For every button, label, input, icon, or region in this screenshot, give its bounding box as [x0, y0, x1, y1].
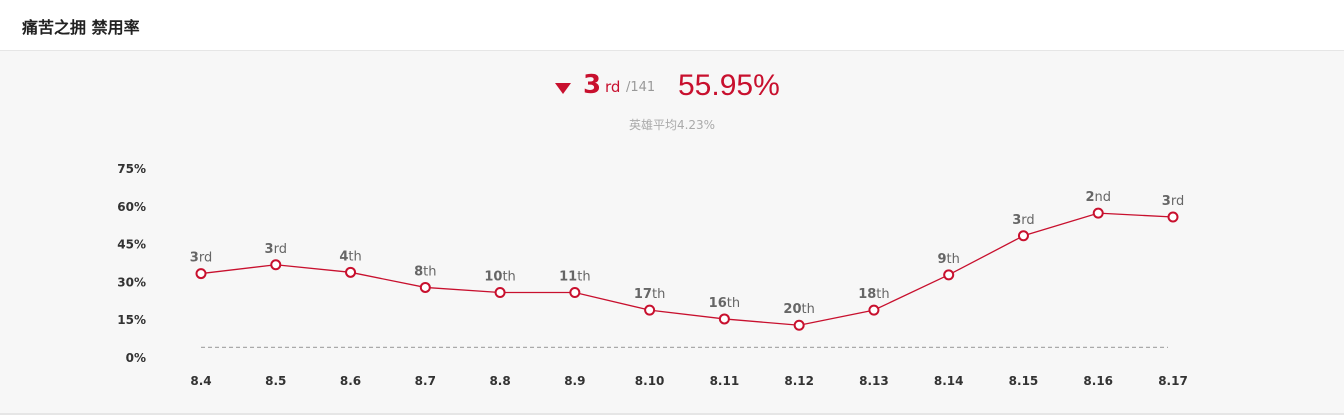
- rank-data-label: 3rd: [190, 251, 212, 266]
- data-point: [1017, 230, 1029, 242]
- rank-data-label: 16th: [709, 296, 740, 311]
- x-tick-label: 8.16: [1083, 374, 1113, 388]
- data-point: [419, 281, 431, 293]
- rank-data-label: 2nd: [1085, 190, 1111, 205]
- x-tick-label: 8.17: [1158, 374, 1188, 388]
- rank-data-label: 9th: [937, 252, 959, 267]
- rank-data-label: 8th: [414, 264, 436, 279]
- x-tick-label: 8.10: [635, 374, 665, 388]
- rank-data-label: 18th: [858, 287, 889, 302]
- y-tick-label: 60%: [117, 200, 146, 214]
- x-tick-label: 8.5: [265, 374, 286, 388]
- rank-data-label: 10th: [484, 269, 515, 284]
- x-tick-label: 8.14: [934, 374, 964, 388]
- data-point: [569, 286, 581, 298]
- rank-number: 3: [583, 70, 602, 100]
- x-tick-label: 8.13: [859, 374, 889, 388]
- data-point: [793, 319, 805, 331]
- down-triangle-icon: [555, 83, 571, 94]
- data-point: [868, 304, 880, 316]
- rank-suffix: rd: [605, 78, 621, 96]
- rank-data-label: 4th: [339, 249, 361, 264]
- x-tick-label: 8.4: [190, 374, 211, 388]
- y-tick-label: 0%: [126, 351, 146, 365]
- y-tick-label: 15%: [117, 313, 146, 327]
- data-point: [195, 268, 207, 280]
- series-line: [200, 212, 1174, 326]
- header-bar: 痛苦之拥 禁用率: [0, 0, 1344, 51]
- data-point: [1092, 207, 1104, 219]
- x-tick-label: 8.9: [564, 374, 585, 388]
- data-point: [1167, 211, 1179, 223]
- ban-rate-value: 55.95%: [678, 69, 780, 102]
- data-point: [270, 259, 282, 271]
- rank-data-label: 3rd: [1162, 194, 1184, 209]
- data-point: [718, 313, 730, 325]
- x-tick-label: 8.11: [710, 374, 740, 388]
- rank-data-label: 11th: [559, 269, 590, 284]
- data-point: [644, 304, 656, 316]
- rank-data-label: 3rd: [1012, 213, 1034, 228]
- data-point: [494, 286, 506, 298]
- y-tick-label: 75%: [117, 162, 146, 176]
- data-point: [345, 266, 357, 278]
- ban-rate-line-chart: 0% 15% 30% 45% 60% 75% 8.4 8.5 8.6 8.7 8.8 8.9 8.10 8…: [117, 162, 1188, 388]
- rank-data-label: 3rd: [265, 242, 287, 257]
- hero-average: 英雄平均4.23%: [628, 118, 716, 132]
- rank-total: /141: [626, 80, 656, 95]
- x-tick-label: 8.7: [415, 374, 436, 388]
- chart-panel: 3 rd /141 55.95% 英雄平均4.23% 0% 15% 30% 45% 60…: [0, 51, 1344, 415]
- x-tick-label: 8.6: [340, 374, 361, 388]
- y-tick-label: 45%: [117, 238, 146, 252]
- rank-data-label: 20th: [783, 302, 814, 317]
- y-tick-label: 30%: [117, 275, 146, 289]
- rank-data-label: 17th: [634, 287, 665, 302]
- x-tick-label: 8.12: [784, 374, 814, 388]
- x-tick-label: 8.15: [1009, 374, 1039, 388]
- x-tick-label: 8.8: [489, 374, 510, 388]
- page-title: 痛苦之拥 禁用率: [22, 18, 140, 37]
- data-point: [943, 269, 955, 281]
